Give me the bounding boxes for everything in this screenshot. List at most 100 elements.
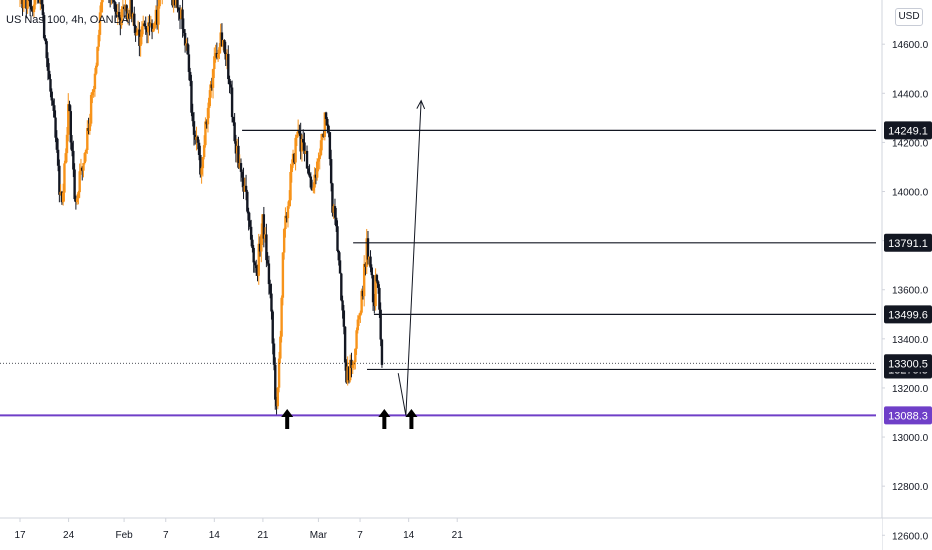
candle-body <box>219 32 222 48</box>
candle-body <box>96 46 99 66</box>
candle-body <box>153 22 156 29</box>
candle-body <box>379 309 382 340</box>
candle-body <box>199 155 202 175</box>
price-tag: 13499.6 <box>888 309 928 321</box>
candle-body <box>321 133 324 141</box>
candle-body <box>247 211 250 221</box>
symbol-title[interactable]: US Nas 100, 4h, OANDA <box>6 14 129 26</box>
candle-body <box>88 123 92 131</box>
candle-body <box>86 127 89 150</box>
x-tick-label: 14 <box>403 530 415 541</box>
candle-body <box>175 0 178 6</box>
candle-body <box>53 105 56 118</box>
candle-body <box>210 84 213 88</box>
candle-body <box>364 263 367 267</box>
candle-body <box>312 187 315 191</box>
x-tick-label: Feb <box>115 530 133 541</box>
candle-body <box>92 89 95 93</box>
candle-body <box>295 134 299 138</box>
candle-body <box>172 0 175 6</box>
y-tick-label: 12600.0 <box>892 531 929 542</box>
candle-body <box>277 358 281 388</box>
candle-body <box>83 153 86 164</box>
candle-body <box>143 23 146 26</box>
candle-body <box>188 71 192 81</box>
candle-body <box>365 238 368 267</box>
candle-body <box>337 250 340 261</box>
currency-button[interactable]: USD <box>895 8 923 26</box>
candle-body <box>216 53 220 58</box>
candle-body <box>375 275 379 282</box>
candle-body <box>197 142 201 156</box>
candle-body <box>190 80 193 113</box>
candle-body <box>39 0 42 3</box>
candle-body <box>289 171 292 201</box>
candle-body <box>60 191 64 203</box>
candle-body <box>252 247 255 263</box>
candle-body <box>72 150 75 170</box>
candle-body <box>223 40 226 53</box>
candle-body <box>150 23 154 32</box>
candle-body <box>77 192 80 199</box>
candle-body <box>75 198 79 203</box>
candle-body <box>263 234 267 239</box>
candle-body <box>185 43 188 46</box>
candle-body <box>205 121 208 125</box>
candle-body <box>296 129 300 135</box>
candle-body <box>322 133 325 137</box>
candle-body <box>376 281 380 288</box>
candle-body <box>249 226 253 240</box>
candle-body <box>116 11 119 15</box>
candle-body <box>331 183 334 213</box>
candle-body <box>214 52 217 57</box>
candle-body <box>233 122 236 142</box>
candle-body <box>274 364 277 400</box>
candle-body <box>114 2 117 12</box>
candle-body <box>171 0 174 6</box>
candle-body <box>55 137 59 150</box>
candle-body <box>324 112 328 119</box>
candle-body <box>144 25 147 30</box>
candle-body <box>100 2 103 13</box>
candle-body <box>360 290 363 313</box>
candle-body <box>239 163 243 172</box>
x-tick-label: 7 <box>163 530 169 541</box>
candle-body <box>148 22 151 27</box>
candle-body <box>69 111 73 143</box>
candle-body <box>266 260 269 264</box>
candle-body <box>187 54 191 72</box>
candle-body <box>307 168 310 174</box>
candle-body <box>98 12 102 35</box>
candle-body <box>355 330 358 349</box>
candle-body <box>181 9 184 30</box>
candle-body <box>349 359 352 381</box>
candle-body <box>253 262 257 266</box>
candle-body <box>194 134 197 140</box>
candle-body <box>178 10 182 19</box>
candle-body <box>191 112 194 122</box>
candle-body <box>155 9 159 25</box>
candle-body <box>22 0 26 9</box>
candle-body <box>309 176 313 188</box>
y-tick-label: 14200.0 <box>892 138 929 149</box>
candle-body <box>305 150 309 169</box>
x-tick-label: 24 <box>63 530 75 541</box>
candle-body <box>44 38 47 42</box>
candle-body <box>258 243 262 252</box>
candle-body <box>126 13 130 19</box>
candle-body <box>84 149 88 154</box>
candle-body <box>134 26 137 36</box>
candle-body <box>68 104 71 112</box>
candle-body <box>281 252 285 298</box>
candle-body <box>133 13 136 27</box>
candle-body <box>97 34 100 47</box>
candle-body <box>256 268 259 276</box>
candle-body <box>220 32 224 47</box>
candle-body <box>154 9 158 23</box>
candle-body <box>323 112 327 137</box>
candle-body <box>373 302 376 307</box>
candle-body <box>299 133 302 152</box>
candle-body <box>351 365 354 368</box>
